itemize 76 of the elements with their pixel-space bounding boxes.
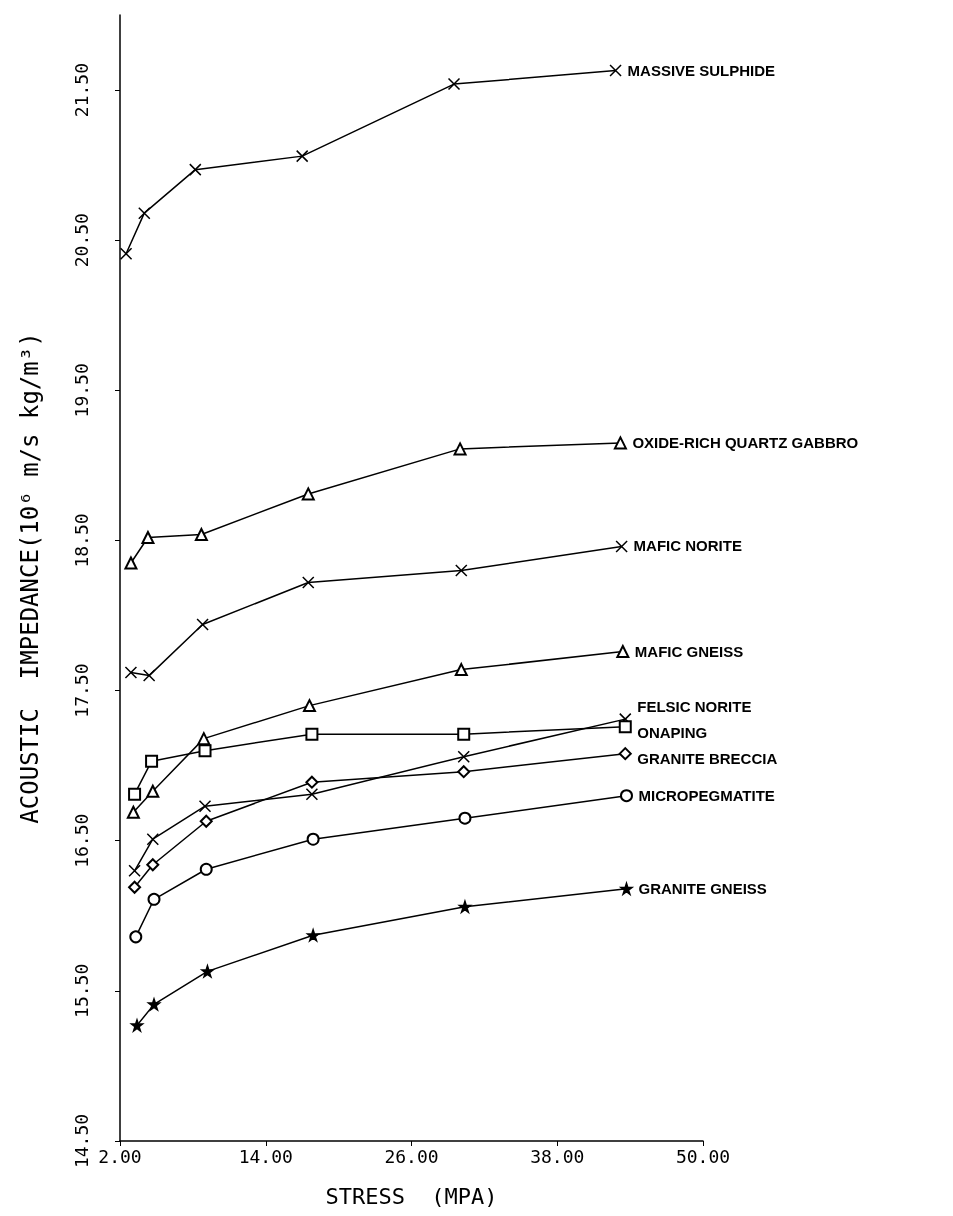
- series-label: OXIDE-RICH QUARTZ GABBRO: [632, 433, 859, 451]
- point: [454, 663, 468, 677]
- y-tick-label: 20.50: [70, 213, 92, 268]
- x-axis-title: STRESS (MPA): [325, 1183, 498, 1209]
- point: [142, 669, 156, 682]
- series-label: MASSIVE SULPHIDE: [627, 61, 776, 79]
- point: [618, 720, 632, 734]
- y-tick-label: 15.50: [70, 963, 92, 1018]
- point: [146, 858, 160, 872]
- y-tick-label: 18.50: [70, 513, 92, 568]
- point: [196, 618, 209, 631]
- y-tick-label: 16.50: [70, 813, 92, 868]
- point: [302, 576, 315, 589]
- point: [128, 880, 142, 894]
- point: [615, 540, 628, 553]
- point: [130, 1019, 144, 1032]
- point: [146, 832, 160, 846]
- series-label: MAFIC NORITE: [633, 537, 742, 555]
- point: [306, 832, 320, 846]
- y-tick-label: 21.50: [70, 62, 92, 118]
- point: [198, 744, 212, 758]
- point: [457, 750, 470, 763]
- point: [128, 787, 142, 801]
- point: [453, 442, 467, 456]
- point: [458, 811, 472, 825]
- series-label: MAFIC GNEISS: [634, 642, 744, 660]
- point: [306, 929, 320, 942]
- point: [198, 799, 212, 813]
- point: [447, 77, 461, 91]
- point: [302, 699, 316, 713]
- point: [199, 814, 213, 828]
- point: [147, 998, 161, 1011]
- series-label: GRANITE GNEISS: [638, 879, 767, 897]
- point: [145, 754, 159, 768]
- point: [129, 930, 143, 944]
- series-label: FELSIC NORITE: [637, 698, 752, 716]
- point: [305, 775, 319, 789]
- point: [455, 564, 468, 577]
- series-label: GRANITE BRECCIA: [637, 750, 778, 768]
- y-axis-title: ACOUSTIC IMPEDANCE(10⁶ m/s kg/m³): [16, 332, 44, 824]
- point: [124, 556, 138, 570]
- point: [128, 864, 141, 878]
- series-label: MICROPEGMATITE: [638, 786, 775, 804]
- x-tick-label: 14.00: [238, 1145, 293, 1167]
- point: [457, 727, 471, 741]
- point: [613, 436, 627, 450]
- y-tick-label: 14.50: [70, 1113, 92, 1169]
- point: [305, 787, 319, 801]
- point: [194, 527, 208, 541]
- point: [457, 898, 473, 915]
- point: [618, 747, 632, 761]
- point: [138, 206, 151, 220]
- point: [197, 732, 211, 746]
- x-tick-label: 2.00: [98, 1145, 142, 1167]
- point: [147, 892, 161, 906]
- point: [119, 247, 133, 260]
- point: [124, 666, 138, 679]
- point: [301, 487, 315, 501]
- point: [141, 530, 155, 544]
- y-tick-label: 17.50: [70, 663, 92, 718]
- point: [616, 645, 630, 659]
- point: [619, 789, 633, 803]
- x-tick-label: 50.00: [675, 1145, 731, 1167]
- x-tick-label: 26.00: [384, 1145, 439, 1167]
- point: [620, 882, 633, 896]
- point: [295, 149, 309, 163]
- x-tick-label: 38.00: [530, 1145, 585, 1167]
- point: [199, 862, 213, 876]
- point: [457, 765, 471, 779]
- point: [126, 805, 140, 819]
- point: [146, 784, 160, 798]
- y-tick-label: 19.50: [70, 363, 92, 418]
- point: [189, 163, 202, 176]
- series-label: ONAPING: [637, 724, 708, 742]
- point: [609, 64, 622, 77]
- point: [305, 727, 319, 741]
